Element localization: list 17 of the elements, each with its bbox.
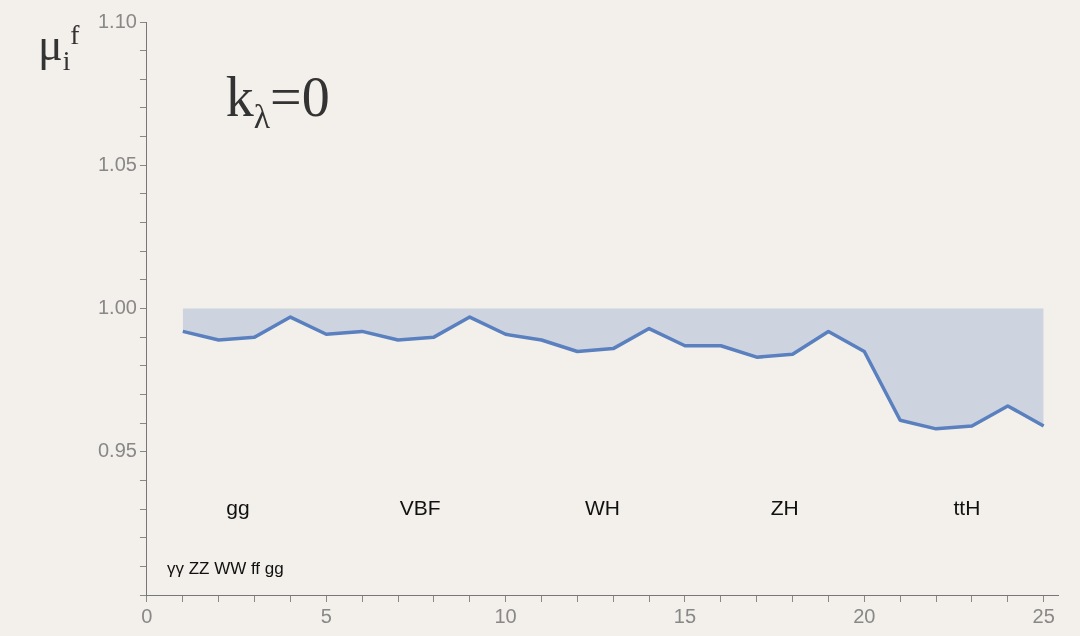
- y-tick-label: 1.00: [97, 296, 137, 319]
- annotation: ZH: [770, 495, 799, 519]
- y-tick-label: 1.10: [97, 9, 137, 32]
- x-tick-label: 5: [320, 604, 332, 627]
- x-tick-label: 15: [673, 604, 697, 627]
- annotation: γγ ZZ WW ff gg: [166, 558, 284, 578]
- x-tick-label: 0: [141, 604, 153, 627]
- annotation: VBF: [399, 495, 441, 519]
- x-tick-label: 25: [1032, 604, 1055, 627]
- x-tick-label: 20: [853, 604, 876, 627]
- x-tick-label: 10: [494, 604, 517, 627]
- y-tick-label: 0.95: [97, 439, 137, 462]
- text: k$_{λ}$=0: [225, 64, 330, 137]
- y-tick-label: 1.05: [97, 152, 137, 175]
- annotation: WH: [584, 495, 620, 519]
- annotation: ttH: [953, 495, 981, 519]
- annotation: gg: [226, 495, 250, 519]
